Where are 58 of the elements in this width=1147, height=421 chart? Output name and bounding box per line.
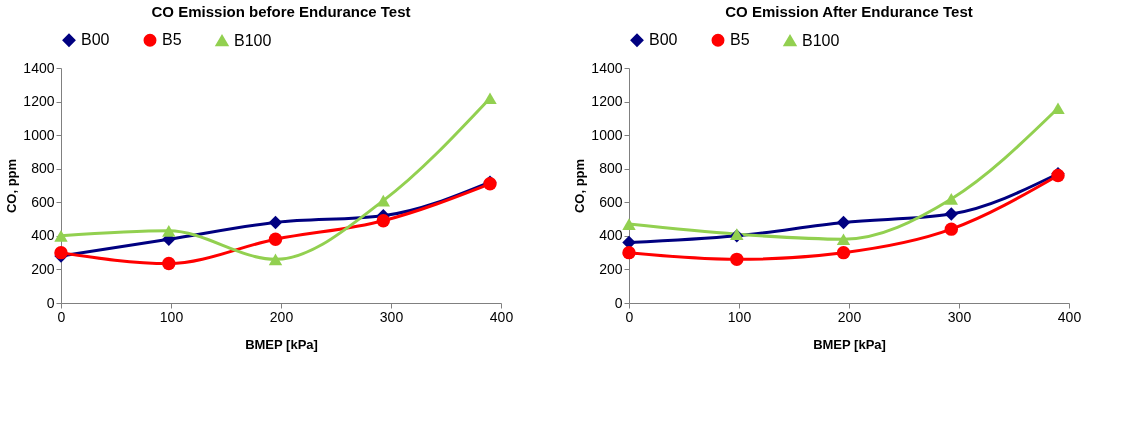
y-tick-label: 800 bbox=[599, 160, 623, 177]
y-tick-label: 1200 bbox=[23, 93, 55, 110]
x-tick-label: 200 bbox=[837, 308, 862, 325]
x-tick-label: 400 bbox=[1057, 308, 1082, 325]
point bbox=[944, 222, 959, 236]
point bbox=[268, 253, 283, 266]
point bbox=[944, 207, 959, 221]
x-tick-label: 100 bbox=[159, 308, 184, 325]
point bbox=[944, 193, 959, 205]
point bbox=[730, 252, 744, 267]
x-tick-label: 300 bbox=[379, 308, 404, 325]
point bbox=[836, 245, 851, 260]
point bbox=[836, 215, 851, 230]
legend-label: B100 bbox=[234, 31, 272, 49]
y-tick-label: 1400 bbox=[23, 59, 55, 76]
legend-label: B00 bbox=[649, 31, 678, 49]
y-tick-label: 200 bbox=[599, 260, 623, 277]
x-axis-title: BMEP [kPa] bbox=[813, 336, 886, 352]
x-tick-label: 200 bbox=[269, 308, 294, 325]
y-tick-label: 800 bbox=[31, 160, 55, 177]
y-tick-label: 1200 bbox=[591, 93, 623, 110]
point bbox=[836, 233, 851, 246]
y-tick-label: 0 bbox=[614, 294, 623, 311]
x-tick-label: 0 bbox=[57, 308, 66, 325]
point bbox=[376, 194, 391, 207]
y-tick-label: 400 bbox=[599, 227, 623, 244]
legend-label: B5 bbox=[730, 31, 750, 49]
point bbox=[1051, 102, 1065, 115]
y-tick-label: 200 bbox=[31, 260, 55, 277]
y-tick-label: 0 bbox=[46, 294, 55, 311]
point bbox=[622, 245, 636, 260]
legend-label: B00 bbox=[81, 31, 110, 49]
legend-label: B5 bbox=[162, 31, 182, 49]
y-axis-title: CO, ppm bbox=[572, 158, 588, 214]
x-tick-label: 100 bbox=[727, 308, 752, 325]
point bbox=[483, 92, 497, 105]
y-tick-label: 1000 bbox=[591, 126, 623, 143]
y-axis-title: CO, ppm bbox=[4, 158, 20, 214]
point bbox=[622, 218, 636, 230]
y-tick-label: 400 bbox=[31, 227, 55, 244]
y-tick-label: 1000 bbox=[23, 126, 55, 143]
chart-title: CO Emission After Endurance Test bbox=[725, 3, 973, 20]
point bbox=[268, 215, 283, 230]
point bbox=[162, 256, 176, 271]
y-tick-label: 600 bbox=[31, 193, 55, 210]
legend-label: B100 bbox=[802, 31, 840, 49]
point bbox=[54, 245, 68, 260]
x-tick-label: 400 bbox=[489, 308, 514, 325]
y-tick-label: 1400 bbox=[591, 59, 623, 76]
chart-title: CO Emission before Endurance Test bbox=[151, 3, 411, 20]
x-axis-title: BMEP [kPa] bbox=[245, 336, 318, 352]
point bbox=[54, 230, 68, 242]
point bbox=[162, 225, 176, 237]
point bbox=[268, 232, 283, 246]
y-tick-label: 600 bbox=[599, 193, 623, 210]
x-tick-label: 300 bbox=[947, 308, 972, 325]
point bbox=[376, 214, 391, 228]
x-tick-label: 0 bbox=[625, 308, 634, 325]
